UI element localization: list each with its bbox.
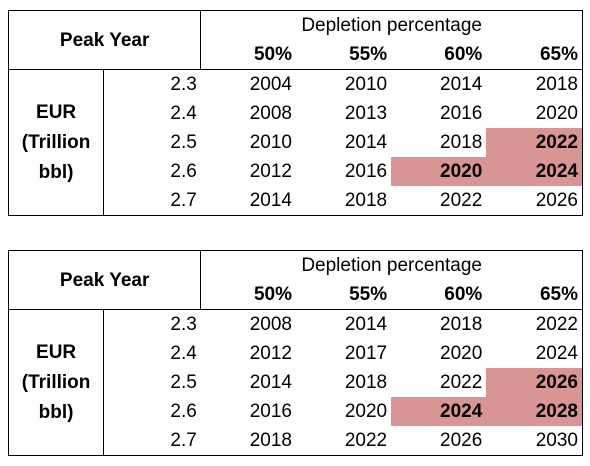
table-row: 2.7 2018 2022 2026 2030 <box>9 426 584 456</box>
highlighted-year-cell: 2028 <box>486 397 584 426</box>
year-cell: 2018 <box>200 426 296 456</box>
depletion-percentage-label: Depletion percentage <box>200 10 583 40</box>
eur-label-line: EUR <box>36 101 77 123</box>
eur-label-line: (Trillion <box>21 131 91 153</box>
year-cell: 2018 <box>486 69 584 99</box>
year-cell: 2004 <box>200 69 296 99</box>
percentage-header: 50% <box>200 40 296 70</box>
eur-label-line: (Trillion <box>21 371 91 393</box>
percentage-header: 55% <box>349 284 388 305</box>
highlighted-year-cell: 2024 <box>486 157 584 186</box>
eur-value: 2.6 <box>103 157 201 186</box>
year-cell: 2018 <box>391 309 487 339</box>
header-row: Peak Year Depletion percentage <box>7 250 583 310</box>
eur-label: EUR (Trillion bbl) <box>7 69 104 216</box>
year-cell: 2018 <box>440 132 483 153</box>
peak-year-table: Peak Year Depletion percentage 50% 55% 60% 65… <box>7 250 584 456</box>
table-row: 2.5 2014 2018 2022 2026 <box>9 368 584 397</box>
year-cell: 2008 <box>200 309 296 339</box>
eur-value: 2.5 <box>103 368 201 397</box>
year-cell: 2016 <box>440 103 483 124</box>
eur-value: 2.3 <box>103 309 201 339</box>
year-cell: 2022 <box>295 426 392 456</box>
year-cell: 2010 <box>295 69 392 99</box>
eur-label-line: bbl) <box>38 161 74 183</box>
table-row: 2.7 2014 2018 2022 2026 <box>9 186 584 216</box>
percentage-header: 60% <box>444 284 483 305</box>
header-row: Peak Year Depletion percentage <box>7 10 583 70</box>
year-cell: 2022 <box>391 186 487 216</box>
year-cell: 2010 <box>249 132 292 153</box>
eur-label-line: EUR <box>36 341 77 363</box>
table-row: 2.4 2008 2013 2016 2020 <box>9 99 584 128</box>
year-cell: 2030 <box>486 426 584 456</box>
year-cell: 2012 <box>249 343 292 364</box>
year-cell: 2008 <box>249 103 292 124</box>
percentage-row: 50% 55% 60% 65% <box>9 280 584 310</box>
eur-value: 2.7 <box>103 426 201 456</box>
year-cell: 2026 <box>486 186 584 216</box>
eur-label-line: bbl) <box>38 401 74 423</box>
year-cell: 2016 <box>249 401 292 422</box>
year-cell: 2016 <box>344 161 388 182</box>
table-row: 2.4 2012 2017 2020 2024 <box>9 339 584 368</box>
year-cell: 2024 <box>486 339 584 368</box>
peak-year-table: Peak Year Depletion percentage 50% 55% 60% 65… <box>7 10 584 216</box>
peak-year-label: Peak Year <box>7 10 201 70</box>
peak-year-label: Peak Year <box>7 250 201 310</box>
table-row: 2.6 2012 2016 2020 2024 <box>9 157 584 186</box>
year-cell: 2020 <box>486 99 584 128</box>
eur-value: 2.4 <box>103 99 201 128</box>
eur-value: 2.4 <box>103 339 201 368</box>
percentage-row: 50% 55% 60% 65% <box>9 40 584 70</box>
highlighted-year-cell: 2020 <box>391 157 487 186</box>
eur-label: EUR (Trillion bbl) <box>7 309 104 456</box>
year-cell: 2017 <box>344 343 388 364</box>
highlighted-year-cell: 2022 <box>486 128 584 157</box>
eur-value: 2.3 <box>103 69 201 99</box>
year-cell: 2013 <box>344 103 388 124</box>
year-cell: 2012 <box>249 161 292 182</box>
year-cell: 2026 <box>391 426 487 456</box>
eur-value: 2.6 <box>103 397 201 426</box>
year-cell: 2020 <box>344 401 388 422</box>
year-cell: 2018 <box>344 372 388 393</box>
year-cell: 2014 <box>249 372 292 393</box>
eur-value: 2.5 <box>103 128 201 157</box>
year-cell: 2014 <box>295 309 392 339</box>
year-cell: 2020 <box>440 343 483 364</box>
year-cell: 2018 <box>295 186 392 216</box>
highlighted-year-cell: 2024 <box>391 397 487 426</box>
percentage-header: 60% <box>444 44 483 65</box>
year-cell: 2014 <box>200 186 296 216</box>
year-cell: 2022 <box>486 309 584 339</box>
highlighted-year-cell: 2026 <box>486 368 584 397</box>
table-row: 2.5 2010 2014 2018 2022 <box>9 128 584 157</box>
eur-value: 2.7 <box>103 186 201 216</box>
year-cell: 2014 <box>391 69 487 99</box>
percentage-header: 55% <box>349 44 388 65</box>
year-cell: 2022 <box>440 372 483 393</box>
table-row: 2.6 2016 2020 2024 2028 <box>9 397 584 426</box>
table-row: EUR (Trillion bbl) 2.3 2004 2010 2014 2018 <box>7 69 584 216</box>
percentage-header: 50% <box>200 280 296 310</box>
year-cell: 2014 <box>344 132 388 153</box>
table-row: EUR (Trillion bbl) 2.3 2008 2014 2018 2022 <box>7 309 584 456</box>
percentage-header: 65% <box>486 280 584 310</box>
percentage-header: 65% <box>486 40 584 70</box>
depletion-percentage-label: Depletion percentage <box>200 250 583 280</box>
